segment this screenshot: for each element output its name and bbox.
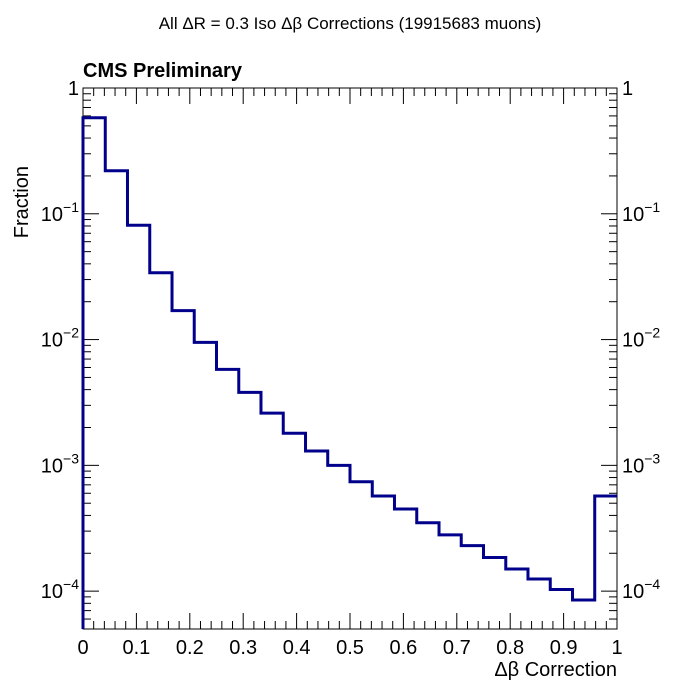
x-tick-label: 0.3: [229, 637, 257, 659]
x-tick-label: 0.7: [443, 637, 471, 659]
x-tick-label: 0.1: [122, 637, 150, 659]
y-tick-label-left: 10−3: [41, 450, 79, 477]
y-tick-label-right: 10−4: [622, 576, 660, 603]
cms-label: CMS Preliminary: [83, 60, 243, 82]
x-tick-label: 0.6: [389, 637, 417, 659]
axis-ticks: [82, 87, 618, 630]
series-histogram: [81, 116, 617, 629]
y-axis-label: Fraction: [11, 166, 33, 238]
y-tick-labels: 1 1 10−1 10−1 10−2 10−2 10−3 10−3 10−4 10−4: [41, 78, 661, 603]
y-tick-label-right: 1: [622, 78, 633, 100]
x-tick-labels: 0 0.1 0.2 0.3 0.4 0.5 0.6 0.7 0.8 0.9 1: [77, 637, 622, 659]
histogram-line: [81, 116, 617, 629]
y-tick-label-left: 10−1: [41, 199, 79, 226]
x-tick-label: 1: [611, 637, 622, 659]
y-tick-label-right: 10−2: [622, 325, 660, 352]
x-tick-label: 0.9: [550, 637, 578, 659]
x-tick-label: 0: [77, 637, 88, 659]
y-tick-label-right: 10−1: [622, 199, 660, 226]
chart-title: All ΔR = 0.3 Iso Δβ Corrections (1991568…: [159, 14, 542, 33]
y-tick-label-left: 10−2: [41, 325, 79, 352]
x-tick-label: 0.4: [283, 637, 311, 659]
y-tick-label-right: 10−3: [622, 450, 660, 477]
x-tick-label: 0.2: [176, 637, 204, 659]
x-axis-label: Δβ Correction: [494, 659, 617, 681]
plot-frame: [82, 87, 618, 630]
x-tick-label: 0.5: [336, 637, 364, 659]
x-tick-label: 0.8: [496, 637, 524, 659]
y-tick-label-left: 10−4: [41, 576, 79, 603]
y-tick-label-left: 1: [68, 78, 79, 100]
